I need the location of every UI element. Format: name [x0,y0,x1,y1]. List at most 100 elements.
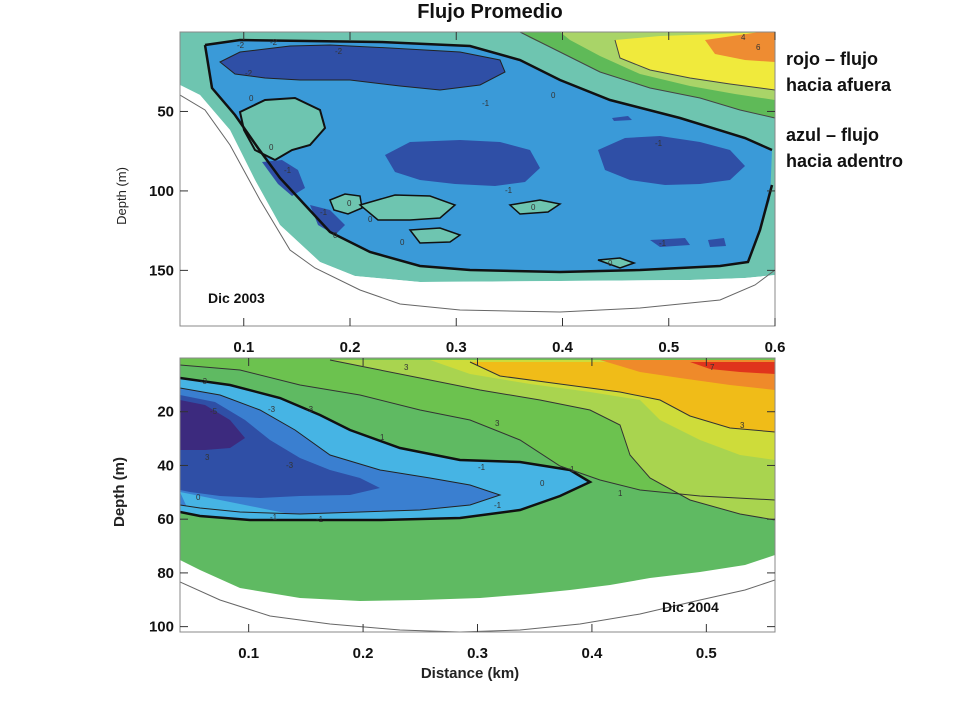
top-contour-outer-2 [614,39,775,91]
bottom-clabel: -1 [478,463,486,472]
bottom-contour-pos-3 [329,359,775,521]
top-island-teal-3 [358,194,457,221]
bottom-clabel: -3 [306,405,314,414]
bottom-clabel: 7 [710,363,715,372]
panel-top-y-ticks: 50 100 150 [149,103,775,279]
x-tick-label: 0.1 [238,645,259,662]
top-patch-dark-8 [612,116,632,121]
bottom-clabel: -3 [200,377,208,386]
top-island-teal-5 [408,227,462,244]
bottom-clabel: 3 [495,419,500,428]
legend-inflow-line-2: hacia adentro [786,151,904,171]
top-clabel: 0 [608,259,613,268]
top-clabel: -1 [655,139,663,148]
bottom-clabel: 1 [380,433,385,442]
panel-top-ylabel: Depth (m) [114,167,129,225]
y-tick-label: 20 [157,404,174,421]
bottom-clabel: 1 [570,465,575,474]
bottom-clabel: 3 [740,421,745,430]
bottom-clabel: -3 [286,461,294,470]
chart-title: Flujo Promedio [417,1,563,23]
bottom-fill-red [690,362,775,374]
top-bathymetry-line [180,94,775,313]
bottom-bathymetry-line [180,579,775,632]
panel-bottom-x-ticks: 0.1 0.2 0.3 0.4 0.5 [238,358,717,662]
x-tick-label: 0.4 [581,645,603,662]
top-clabel: 0 [551,91,556,100]
x-tick-label: 0.5 [696,645,717,662]
bottom-clabel: -1 [316,515,324,524]
x-tick-label: 0.2 [353,645,374,662]
top-contour-zero [203,38,774,274]
top-patch-dark-2 [385,140,540,186]
bottom-clabel: 1 [618,489,623,498]
legend-inflow-line-1: azul – flujo [786,125,880,145]
bottom-clabel: 0 [540,479,545,488]
top-patch-dark-5 [310,205,345,235]
top-bottom-white [180,85,775,326]
bottom-clabel: -1 [494,501,502,510]
top-clabel: 0 [269,143,274,152]
panel-top-frame [179,31,776,327]
x-tick-label: 0.5 [658,339,679,356]
top-clabel: -2 [335,47,343,56]
bottom-contour-pos-1 [180,364,775,501]
x-tick-label: 0.4 [552,339,574,356]
legend-inflow: azul – flujo hacia adentro [786,122,903,174]
bottom-contour-neg [180,387,502,515]
top-clabel: 6 [756,43,761,52]
x-tick-label: 0.2 [340,339,361,356]
top-clabel: -1 [284,166,292,175]
top-contour-outer [519,32,775,119]
bottom-bottom-white [180,555,775,632]
legend-outflow-line-2: hacia afuera [786,75,892,95]
bottom-contour-labels: -3 -5 -3 -3 -1 1 3 3 3 3 0 -1 -1 1 1 -3 … [196,363,745,524]
panel-top-plot [180,32,775,326]
top-clabel: -1 [505,186,513,195]
bottom-clabel: 3 [404,363,409,372]
top-patch-dark-6 [650,238,690,247]
top-clabel: 0 [347,199,352,208]
panel-top-label: Dic 2003 [208,290,265,306]
top-patch-dark-3 [598,136,745,185]
top-island-teal-1 [238,96,327,162]
panel-bottom-plot [180,358,775,632]
x-tick-label: 0.6 [765,339,786,356]
legend-outflow-line-1: rojo – flujo [786,49,878,69]
panel-bottom-ylabel: Depth (m) [111,457,128,527]
top-clabel: 0 [333,231,338,240]
bottom-contour-zero [180,376,593,522]
top-clabel: -1 [320,208,328,217]
bottom-clabel: 0 [196,493,201,502]
top-clabel: -1 [482,99,490,108]
top-contour-labels: -2 -2 -2 -2 -1 0 0 0 -1 -1 -1 0 0 0 -1 0… [237,33,761,268]
panel-top-x-ticks: 0.1 0.2 0.3 0.4 0.5 0.6 [233,32,785,356]
top-clabel: 4 [741,33,746,42]
y-tick-label: 60 [157,511,174,528]
x-tick-label: 0.3 [467,645,488,662]
top-clabel: -2 [237,41,245,50]
legend-outflow: rojo – flujo hacia afuera [786,46,891,98]
top-fill-orange [705,32,775,62]
top-island-teal-2 [329,193,363,215]
top-island-teal-6 [597,257,637,269]
x-tick-label: 0.1 [233,339,254,356]
y-tick-label: 50 [157,103,174,120]
top-island-teal-4 [508,199,562,215]
y-tick-label: 80 [157,565,174,582]
y-tick-label: 100 [149,183,174,200]
top-clabel: 0 [531,203,536,212]
bottom-clabel: -3 [268,405,276,414]
top-clabel: 0 [400,238,405,247]
top-clabel: -2 [270,38,278,47]
x-tick-label: 0.3 [446,339,467,356]
bottom-clabel: -1 [270,513,278,522]
panel-bottom-xlabel: Distance (km) [421,665,519,682]
bottom-clabel: 3 [205,453,210,462]
panel-bottom-label: Dic 2004 [662,599,719,615]
y-tick-label: 150 [149,262,174,279]
bottom-clabel: -5 [210,407,218,416]
top-clabel: -2 [245,69,253,78]
